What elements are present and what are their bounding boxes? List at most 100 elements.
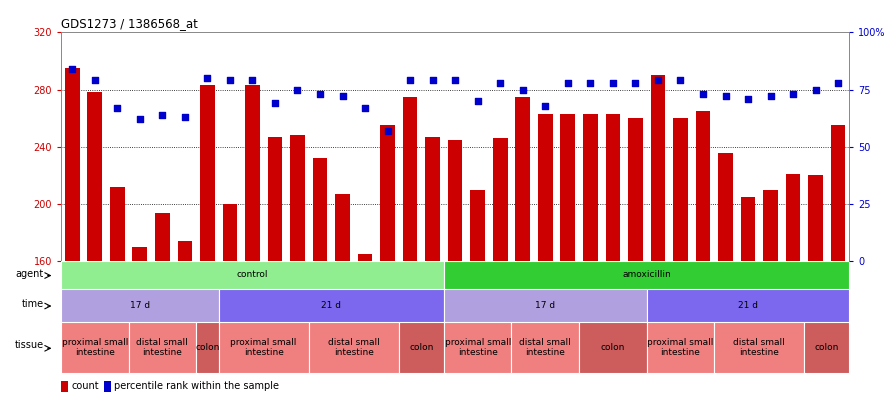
Point: [831, 79, 845, 86]
Bar: [647, 322, 714, 373]
Bar: [200, 85, 215, 261]
Point: [561, 79, 575, 86]
Point: [673, 77, 687, 84]
Point: [290, 86, 305, 93]
Bar: [470, 190, 485, 261]
Text: 21 d: 21 d: [322, 301, 341, 310]
Bar: [290, 135, 305, 261]
Point: [177, 114, 192, 120]
Point: [268, 100, 282, 107]
Text: amoxicillin: amoxicillin: [623, 271, 671, 279]
Bar: [493, 138, 507, 261]
Point: [313, 91, 327, 98]
Bar: [606, 114, 620, 261]
Bar: [444, 289, 647, 322]
Bar: [579, 322, 647, 373]
Text: tissue: tissue: [14, 340, 44, 350]
Bar: [583, 114, 598, 261]
Text: proximal small
intestine: proximal small intestine: [62, 338, 128, 357]
Bar: [246, 85, 260, 261]
Point: [381, 128, 395, 134]
Text: colon: colon: [409, 343, 434, 352]
Text: proximal small
intestine: proximal small intestine: [444, 338, 511, 357]
Text: colon: colon: [600, 343, 625, 352]
Point: [786, 91, 800, 98]
Point: [110, 104, 125, 111]
Point: [358, 104, 372, 111]
Bar: [313, 158, 327, 261]
Bar: [650, 75, 665, 261]
Point: [696, 91, 711, 98]
Bar: [448, 140, 462, 261]
Point: [200, 75, 214, 81]
Point: [493, 79, 507, 86]
Bar: [104, 381, 110, 392]
Text: count: count: [72, 381, 99, 391]
Bar: [222, 204, 237, 261]
Text: distal small
intestine: distal small intestine: [328, 338, 380, 357]
Bar: [155, 213, 169, 261]
Point: [470, 98, 485, 104]
Bar: [831, 126, 846, 261]
Bar: [673, 118, 688, 261]
Bar: [61, 322, 128, 373]
Point: [538, 102, 553, 109]
Text: distal small
intestine: distal small intestine: [734, 338, 785, 357]
Bar: [444, 261, 849, 289]
Bar: [561, 114, 575, 261]
Point: [223, 77, 237, 84]
Point: [155, 111, 169, 118]
Point: [515, 86, 530, 93]
Point: [583, 79, 598, 86]
Bar: [647, 289, 849, 322]
Bar: [426, 137, 440, 261]
Text: percentile rank within the sample: percentile rank within the sample: [114, 381, 279, 391]
Text: 17 d: 17 d: [535, 301, 556, 310]
Bar: [515, 97, 530, 261]
Point: [65, 66, 80, 72]
Point: [741, 96, 755, 102]
Bar: [741, 197, 755, 261]
Bar: [805, 322, 849, 373]
Bar: [219, 322, 309, 373]
Bar: [380, 126, 395, 261]
Bar: [133, 247, 147, 261]
Bar: [808, 175, 823, 261]
Text: colon: colon: [195, 343, 220, 352]
Bar: [538, 114, 553, 261]
Bar: [88, 92, 102, 261]
Point: [650, 77, 665, 84]
Text: agent: agent: [15, 269, 44, 279]
Bar: [61, 289, 219, 322]
Point: [448, 77, 462, 84]
Bar: [219, 289, 444, 322]
Text: time: time: [22, 299, 44, 309]
Text: proximal small
intestine: proximal small intestine: [230, 338, 297, 357]
Point: [719, 93, 733, 100]
Point: [808, 86, 823, 93]
Bar: [512, 322, 579, 373]
Bar: [719, 153, 733, 261]
Bar: [110, 187, 125, 261]
Bar: [335, 194, 349, 261]
Bar: [61, 261, 444, 289]
Text: colon: colon: [814, 343, 839, 352]
Bar: [309, 322, 399, 373]
Point: [88, 77, 102, 84]
Text: distal small
intestine: distal small intestine: [136, 338, 188, 357]
Point: [335, 93, 349, 100]
Text: 17 d: 17 d: [130, 301, 150, 310]
Text: GDS1273 / 1386568_at: GDS1273 / 1386568_at: [61, 17, 198, 30]
Bar: [196, 322, 219, 373]
Bar: [714, 322, 805, 373]
Point: [763, 93, 778, 100]
Bar: [399, 322, 444, 373]
Bar: [695, 111, 711, 261]
Point: [246, 77, 260, 84]
Bar: [763, 190, 778, 261]
Text: distal small
intestine: distal small intestine: [520, 338, 571, 357]
Text: proximal small
intestine: proximal small intestine: [647, 338, 713, 357]
Bar: [358, 254, 373, 261]
Text: control: control: [237, 271, 268, 279]
Bar: [268, 137, 282, 261]
